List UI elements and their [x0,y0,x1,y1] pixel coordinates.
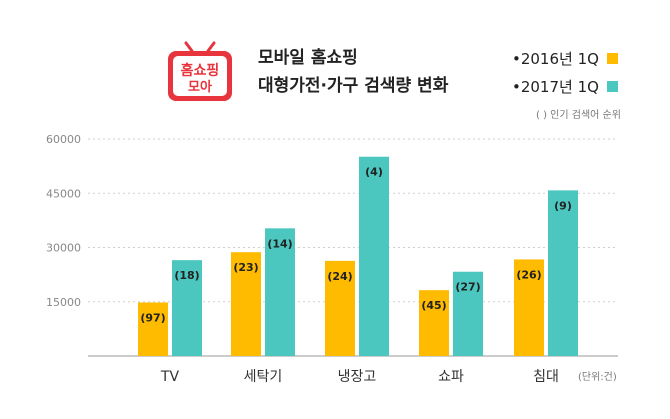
title-line2: 대형가전·가구 검색량 변화 [258,76,449,96]
data-label: (24) [327,270,352,283]
category-label: TV [160,369,180,385]
y-tick-label: 30000 [46,242,81,255]
bar-2016 [231,252,261,356]
legend-label-2017: •2017년 1Q [512,77,599,96]
data-label: (27) [455,281,480,294]
data-label: (97) [140,311,165,324]
data-label: (4) [365,166,383,179]
logo-line1: 홈쇼핑 [181,62,220,79]
title-line1: 모바일 홈쇼핑 [258,48,358,68]
data-label: (9) [554,199,572,212]
y-tick-label: 45000 [46,187,81,200]
y-tick-label: 15000 [46,296,81,309]
legend: •2016년 1Q •2017년 1Q [512,44,618,100]
chart-title: 모바일 홈쇼핑 대형가전·가구 검색량 변화 [258,44,448,100]
legend-swatch-2016 [606,52,618,64]
category-label: 침대 [533,369,559,385]
bar-2017 [359,156,389,356]
logo: 홈쇼핑 모아 [165,40,235,110]
bar-2017 [265,228,295,356]
bar-2016 [325,260,355,356]
bar-2017 [548,190,578,356]
data-label: (26) [516,268,541,281]
legend-note: ( ) 인기 검색어 순위 [536,110,621,121]
legend-item-2017: •2017년 1Q [512,72,618,100]
y-tick-label: 60000 [46,133,81,146]
bar-2016 [419,290,449,356]
bar-2016 [138,302,168,356]
bar-2016 [514,259,544,356]
category-label: 세탁기 [244,369,283,385]
category-label: 쇼파 [438,369,464,385]
legend-item-2016: •2016년 1Q [512,44,618,72]
bar-2017 [453,271,483,356]
legend-label-2016: •2016년 1Q [512,49,599,68]
data-label: (23) [233,261,258,274]
unit-label: (단위:건) [578,370,617,383]
data-label: (14) [267,237,292,250]
data-label: (18) [174,269,199,282]
category-label: 냉장고 [338,369,377,385]
tv-logo-icon: 홈쇼핑 모아 [168,41,232,101]
data-label: (45) [421,299,446,312]
logo-line2: 모아 [188,79,212,95]
bar-2017 [172,260,202,356]
legend-swatch-2017 [606,80,618,92]
